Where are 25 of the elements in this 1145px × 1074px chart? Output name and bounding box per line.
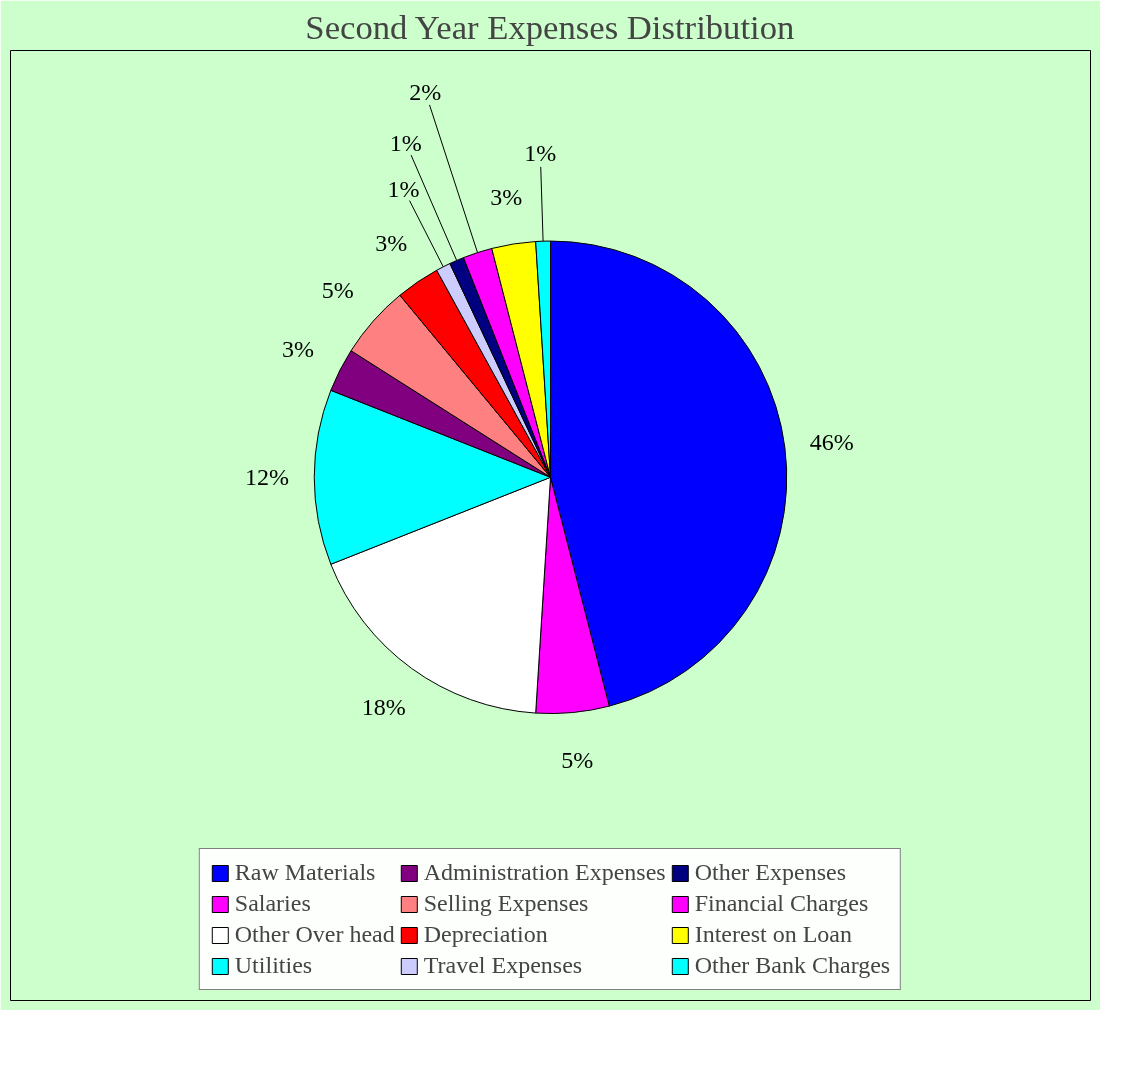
- legend-label: Interest on Loan: [694, 921, 852, 948]
- data-label: 18%: [361, 693, 406, 720]
- data-label: 2%: [409, 79, 442, 106]
- data-label: 3%: [281, 335, 314, 362]
- data-label: 5%: [561, 746, 594, 773]
- data-label: 3%: [375, 229, 408, 256]
- legend-label: Selling Expenses: [423, 890, 589, 917]
- legend-label: Depreciation: [423, 921, 548, 948]
- data-label: 1%: [389, 129, 422, 156]
- data-label: 46%: [809, 428, 854, 455]
- legend-label: Administration Expenses: [423, 859, 666, 886]
- legend-label: Travel Expenses: [423, 952, 583, 979]
- legend-label: Other Expenses: [694, 859, 846, 886]
- data-label: 3%: [490, 184, 523, 211]
- data-label: 5%: [321, 276, 354, 303]
- legend-label: Other Bank Charges: [694, 952, 891, 979]
- legend-label: Salaries: [234, 890, 311, 917]
- data-label: 1%: [387, 175, 420, 202]
- data-label: 1%: [524, 140, 557, 167]
- legend-label: Other Over head: [234, 921, 395, 948]
- legend-label: Financial Charges: [694, 890, 869, 917]
- data-label: 12%: [245, 464, 289, 491]
- legend-label: Raw Materials: [234, 859, 376, 886]
- chart-title: Second Year Expenses Distribution: [305, 7, 795, 46]
- legend-label: Utilities: [234, 952, 313, 979]
